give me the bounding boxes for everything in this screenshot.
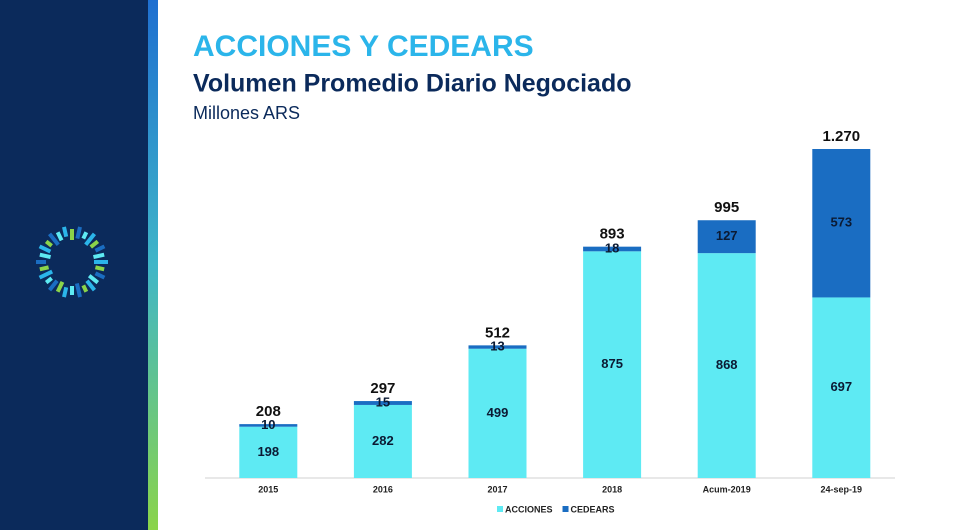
value-label: 282 [372,433,394,448]
logo-ray [74,283,82,298]
bar-segment [583,246,642,252]
logo-ray [44,276,53,285]
legend-label: CEDEARS [571,504,615,514]
value-label: 10 [261,417,275,432]
logo-ray [94,271,106,280]
total-label: 893 [600,226,625,243]
title: ACCIONES Y CEDEARS [193,30,534,63]
value-label: 573 [830,215,852,230]
side-stripe [148,0,158,530]
logo-ray [62,226,69,238]
bar-segment [239,424,298,427]
value-label: 18 [605,240,619,255]
value-label: 868 [716,357,738,372]
bar-segment [353,401,412,405]
unit-label: Millones ARS [193,103,300,123]
logo-ray [81,284,89,293]
logo [36,226,108,298]
logo-ray [47,232,60,247]
bar-segment [697,220,756,254]
total-label: 208 [256,403,281,420]
x-tick-label: 2018 [602,484,622,494]
value-label: 697 [830,379,852,394]
x-tick-label: Acum-2019 [703,484,751,494]
logo-ray [55,231,64,242]
bar-segment [468,348,527,478]
total-label: 512 [485,324,510,341]
legend-swatch [497,506,503,512]
value-label: 15 [376,394,390,409]
value-label: 13 [490,338,504,353]
bar-segment [812,149,871,298]
logo-ray [55,280,65,293]
logo-ray [87,274,100,285]
logo-ray [85,279,97,292]
bar-segment [239,426,298,478]
logo-ray [93,252,105,260]
x-tick-label: 2015 [258,484,278,494]
x-tick-label: 24-sep-19 [821,484,863,494]
logo-ray [75,226,82,240]
legend-label: ACCIONES [505,504,553,514]
logo-ray [44,239,53,248]
bar-segment [697,253,756,478]
bar-segment [812,297,871,478]
legend-swatch [562,506,569,512]
side-panel [0,0,148,530]
logo-ray [38,269,54,280]
logo-ray [81,231,89,240]
logo-ray [39,265,50,272]
x-tick-label: 2016 [373,484,393,494]
logo-ray [94,244,106,253]
value-label: 499 [487,405,509,420]
logo-ray [39,252,51,260]
total-label: 995 [714,199,739,216]
bar-segment [353,404,412,478]
total-label: 1.270 [823,128,861,145]
logo-ray [84,232,97,247]
bar-segment [583,251,642,478]
logo-ray [94,265,105,272]
subtitle: Volumen Promedio Diario Negociado [193,70,632,98]
value-label: 875 [601,356,623,371]
logo-ray [62,286,69,298]
value-label: 127 [716,228,738,243]
total-label: 297 [370,380,395,397]
bar-segment [468,345,527,349]
value-label: 198 [257,444,279,459]
x-tick-label: 2017 [487,484,507,494]
logo-ray [89,239,100,249]
logo-ray [38,244,52,254]
logo-ray [47,279,59,292]
